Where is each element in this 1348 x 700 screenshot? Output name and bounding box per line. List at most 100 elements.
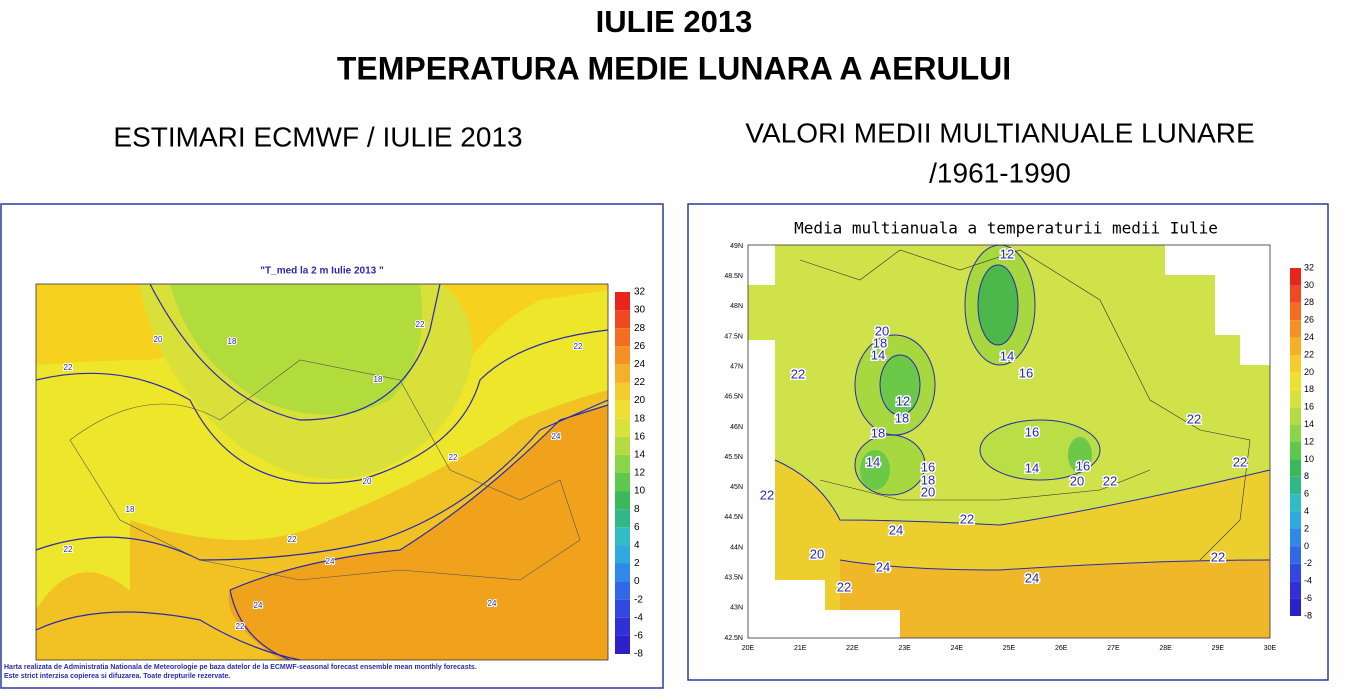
colorbar-label: 8 [634, 504, 640, 515]
colorbar-label: 24 [1304, 332, 1314, 342]
lat-label: 47.5N [724, 333, 743, 340]
lon-label: 25E [1003, 645, 1016, 652]
contour-label: 14 [1000, 348, 1014, 363]
colorbar-label: 20 [1304, 367, 1314, 377]
lon-label: 24E [951, 645, 964, 652]
colorbar-cell [615, 545, 630, 564]
contour-label: 20 [154, 335, 163, 344]
colorbar-cell [615, 436, 630, 455]
contour-label: 24 [1025, 570, 1039, 585]
lon-label: 29E [1212, 645, 1225, 652]
colorbar-label: 26 [634, 341, 646, 352]
contour-label: 16 [921, 459, 935, 474]
contour-label: 22 [791, 366, 805, 381]
footer-note: Harta realizata de Administratia Nationa… [4, 664, 477, 671]
colorbar-label: 2 [634, 558, 640, 569]
colorbar-cell [1290, 598, 1301, 616]
colorbar-label: -2 [634, 594, 643, 605]
contour-label: 22 [837, 579, 851, 594]
lat-label: 45.5N [724, 454, 743, 461]
colorbar-cell [615, 635, 630, 654]
colorbar-label: 18 [634, 413, 646, 424]
contour-label: 24 [876, 559, 890, 574]
colorbar-cell [1290, 581, 1301, 599]
contour-label: 16 [1019, 365, 1033, 380]
colorbar-label: 30 [634, 305, 646, 316]
colorbar-cell [1290, 424, 1301, 442]
contour-label: 18 [374, 375, 383, 384]
colorbar-cell [615, 527, 630, 546]
right-heading: /1961-1990 [929, 157, 1071, 188]
left-map-title: "T_med la 2 m Iulie 2013 " [260, 266, 384, 277]
lon-label: 22E [846, 645, 859, 652]
colorbar-label: 0 [1304, 541, 1309, 551]
colorbar-cell [1290, 529, 1301, 547]
colorbar-label: 0 [634, 576, 640, 587]
colorbar-cell [615, 364, 630, 383]
colorbar-label: 16 [634, 431, 646, 442]
colorbar-label: -6 [634, 631, 643, 642]
colorbar-cell [615, 581, 630, 600]
contour-label: 18 [126, 505, 135, 514]
contour-label: 24 [488, 599, 497, 608]
contour-label: 22 [236, 622, 245, 631]
lat-label: 45N [730, 484, 743, 491]
colorbar-label: 12 [1304, 436, 1314, 446]
contour-label: 24 [552, 432, 561, 441]
contour-label: 22 [449, 453, 458, 462]
colorbar-label: 32 [1304, 262, 1314, 272]
colorbar-label: 28 [1304, 297, 1314, 307]
contour-label: 18 [871, 425, 885, 440]
lon-label: 20E [742, 645, 755, 652]
lon-label: 26E [1055, 645, 1068, 652]
colorbar-cell [1290, 285, 1301, 303]
colorbar-cell [1290, 511, 1301, 529]
colorbar-cell [1290, 459, 1301, 477]
colorbar-cell [1290, 407, 1301, 425]
contour-label: 14 [1025, 460, 1039, 475]
contour-label: 24 [254, 601, 263, 610]
colorbar-cell [1290, 337, 1301, 355]
colorbar-cell [615, 473, 630, 492]
contour-label: 16 [1076, 458, 1090, 473]
colorbar-cell [615, 454, 630, 473]
contour-label: 14 [866, 454, 880, 469]
contour-label: 20 [875, 323, 889, 338]
lon-label: 27E [1107, 645, 1120, 652]
colorbar-label: 20 [634, 395, 646, 406]
contour-label: 22 [960, 511, 974, 526]
colorbar-label: 12 [634, 468, 646, 479]
lon-label: 23E [898, 645, 911, 652]
contour-label: 22 [1233, 454, 1247, 469]
contour-label: 22 [760, 487, 774, 502]
colorbar-cell [615, 310, 630, 329]
lon-label: 30E [1264, 645, 1277, 652]
colorbar-label: 10 [634, 486, 646, 497]
lon-label: 28E [1159, 645, 1172, 652]
colorbar-label: 4 [634, 540, 640, 551]
contour-label: 22 [1211, 549, 1225, 564]
colorbar-cell [1290, 476, 1301, 495]
colorbar-label: 4 [1304, 506, 1309, 516]
colorbar-label: 14 [634, 450, 646, 461]
colorbar-label: 22 [634, 377, 646, 388]
colorbar-cell [1290, 563, 1301, 582]
colorbar-label: 28 [634, 323, 646, 334]
colorbar-label: 6 [634, 522, 640, 533]
colorbar-cell [615, 491, 630, 510]
colorbar-label: 14 [1304, 419, 1314, 429]
colorbar-cell [1290, 320, 1301, 338]
colorbar-cell [615, 382, 630, 401]
contour-label: 18 [921, 472, 935, 487]
contour-label: 24 [889, 522, 903, 537]
colorbar-cell [615, 563, 630, 582]
contour-label: 18 [873, 335, 887, 350]
colorbar-label: -4 [634, 612, 643, 623]
colorbar-cell [615, 328, 630, 347]
contour-label: 20 [810, 546, 824, 561]
lat-label: 48N [730, 303, 743, 310]
contour-label: 22 [416, 320, 425, 329]
colorbar-label: -2 [1304, 558, 1312, 568]
colorbar-cell [1290, 494, 1301, 512]
contour-label: 22 [64, 545, 73, 554]
